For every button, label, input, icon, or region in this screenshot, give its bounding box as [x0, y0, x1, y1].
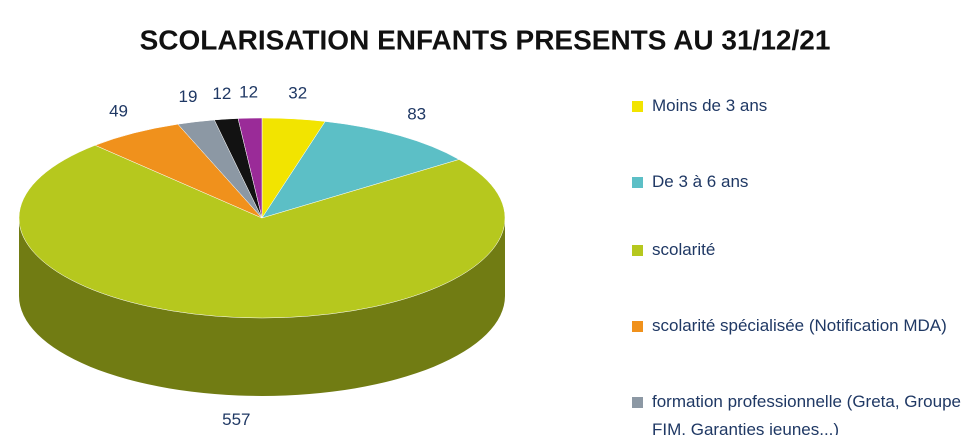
- chart-title: SCOLARISATION ENFANTS PRESENTS AU 31/12/…: [140, 24, 831, 55]
- legend-item: scolarité spécialisée (Notification MDA): [632, 312, 962, 340]
- legend-label: Moins de 3 ans: [652, 96, 768, 115]
- slice-side: [19, 218, 505, 396]
- legend-swatch: [632, 245, 643, 256]
- data-label: 83: [407, 105, 426, 124]
- legend-swatch: [632, 177, 643, 188]
- legend-label: De 3 à 6 ans: [652, 172, 749, 191]
- data-label: 19: [179, 87, 198, 106]
- data-label: 32: [288, 84, 307, 103]
- slice: [18, 145, 506, 319]
- legend-label: formation professionnelle (Greta, Groupe…: [652, 392, 961, 435]
- legend-swatch: [632, 397, 643, 408]
- legend-label: scolarité: [652, 240, 716, 259]
- data-label: 12: [239, 83, 258, 102]
- legend-item: scolarité: [632, 236, 962, 264]
- legend-item: De 3 à 6 ans: [632, 168, 962, 196]
- legend-swatch: [632, 321, 643, 332]
- data-label: 49: [109, 101, 128, 120]
- slice: [237, 117, 263, 219]
- legend-label: scolarité spécialisée (Notification MDA): [652, 316, 947, 335]
- data-label: 557: [222, 410, 250, 429]
- data-label: 12: [212, 84, 231, 103]
- legend-swatch: [632, 101, 643, 112]
- legend-item: formation professionnelle (Greta, Groupe…: [632, 388, 962, 435]
- slice: [261, 121, 460, 219]
- legend-item: Moins de 3 ans: [632, 92, 962, 120]
